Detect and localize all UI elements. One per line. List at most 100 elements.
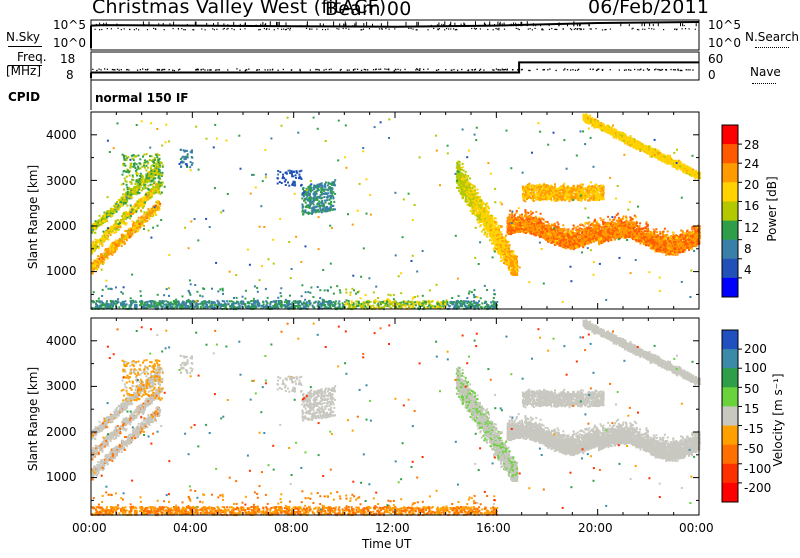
nave-dot [104,68,105,69]
nave-dot [673,69,674,70]
nave-dot [400,69,401,70]
nave-dot [521,69,522,70]
nave-dot [404,69,405,70]
nsky-line [91,22,699,27]
nave-dot [649,69,650,70]
power-cell [133,205,135,207]
nsearch-dot [266,29,267,30]
nave-dot [537,69,538,70]
nsearch-dot [107,28,108,29]
nave-dot [666,69,667,70]
nave-dot [257,69,258,70]
nsearch-dot [381,28,382,29]
nsearch-dot [450,28,451,29]
nsearch-dot [549,29,550,30]
nsearch-dot [543,29,544,30]
nave-dot [496,68,497,69]
nave-dot [278,70,279,71]
nsearch-dot [530,28,531,29]
nsearch-dot [224,28,225,29]
nsearch-dot [348,29,349,30]
nsearch-dot [290,28,291,29]
nave-dot [378,69,379,70]
nave-dot [227,69,228,70]
nsearch-dot [416,29,417,30]
power-cell [143,216,145,218]
power-cell [129,228,131,230]
nsearch-dot [689,28,690,29]
nave-dot [675,69,676,70]
nave-dot [628,69,629,70]
nsearch-dot [274,29,275,30]
nave-dot [367,69,368,70]
nsearch-dot [455,29,456,30]
nsearch-dot [309,29,310,30]
freq-line [91,62,699,72]
nave-dot [126,69,127,70]
nsearch-dot [192,29,193,30]
nsearch-dot [327,29,328,30]
nave-dot [178,69,179,70]
nsearch-dot [516,28,517,29]
nsky-strip-frame [91,20,699,50]
nave-dot [564,68,565,69]
power-cell [121,245,123,247]
nave-dot [326,69,327,70]
nave-dot [397,69,398,70]
nsearch-dot [124,28,125,29]
power-cell [110,234,112,236]
nsearch-dot [439,28,440,29]
nsearch-dot [234,29,235,30]
nave-dot [624,70,625,71]
nsearch-dot [269,29,270,30]
nsearch-dot [258,29,259,30]
nave-dot [236,68,237,69]
nave-dot [140,69,141,70]
nave-dot [655,69,656,70]
nsearch-dot [155,28,156,29]
nsearch-dot [575,28,576,29]
nsearch-dot [212,28,213,29]
nave-dot [204,69,205,70]
nsearch-dot [228,28,229,29]
nsearch-dot [476,28,477,29]
nave-dot [112,69,113,70]
power-cell [99,215,101,217]
nave-dot [323,69,324,70]
nave-dot [159,69,160,70]
nave-dot [137,70,138,71]
nave-dot [688,69,689,70]
nave-dot [317,69,318,70]
nsearch-dot [571,29,572,30]
nsearch-dot [283,29,284,30]
nave-dot [98,69,99,70]
nsearch-dot [369,28,370,29]
nsearch-dot [111,28,112,29]
nave-dot [201,69,202,70]
nave-dot [659,69,660,70]
nsearch-dot [653,29,654,30]
nave-dot [670,69,671,70]
nsearch-dot [379,28,380,29]
nave-dot [179,69,180,70]
nsearch-dot [480,28,481,29]
nave-dot [245,70,246,71]
nsearch-dot [448,28,449,29]
nsearch-dot [181,28,182,29]
nsearch-dot [216,29,217,30]
nave-dot [468,69,469,70]
nave-dot [386,69,387,70]
nave-dot [248,69,249,70]
nave-dot [376,69,377,70]
nsearch-dot [551,28,552,29]
nave-dot [689,69,690,70]
nave-dot [475,69,476,70]
nsearch-dot [286,29,287,30]
nave-dot [544,69,545,70]
nsearch-dot [363,29,364,30]
nsearch-dot [260,29,261,30]
nave-dot [445,69,446,70]
power-cell [138,217,140,219]
nsearch-dot [535,28,536,29]
nsearch-dot [118,28,119,29]
